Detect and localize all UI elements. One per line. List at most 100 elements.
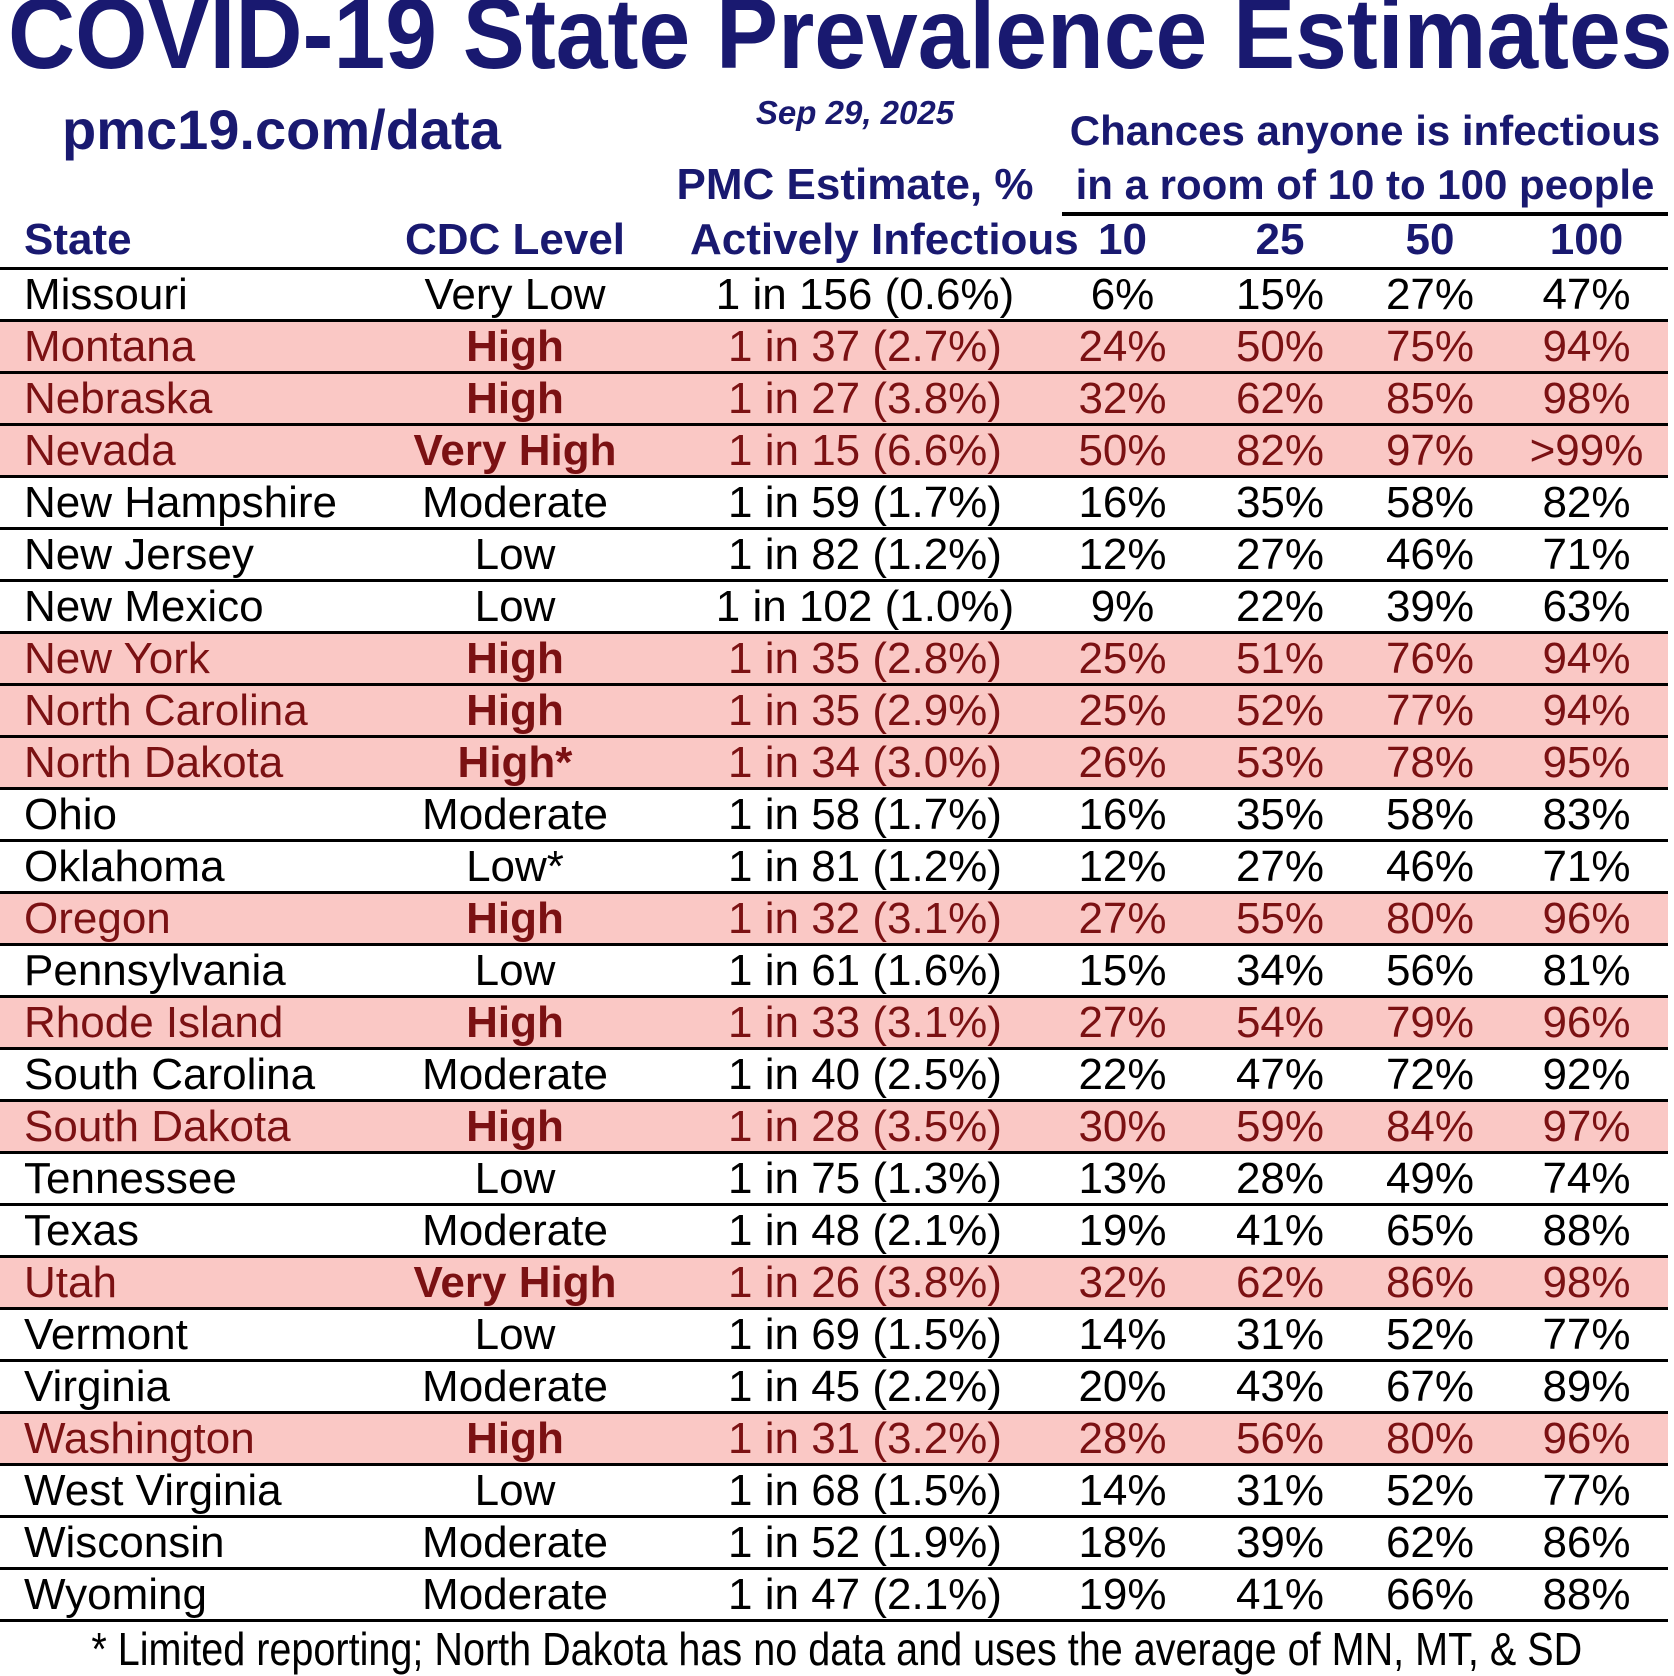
estimate-cell: 1 in 81 (1.2%) xyxy=(728,842,1002,891)
prob-room-100-cell: 71% xyxy=(1542,530,1631,579)
prob-room-25-cell: 43% xyxy=(1235,1362,1325,1411)
table-row: Tennessee Low 1 in 75 (1.3%) 13% 28% 49%… xyxy=(0,1154,1668,1206)
cdc-level-cell: Low* xyxy=(466,842,564,891)
prob-room-10-cell: 14% xyxy=(1078,1466,1167,1515)
state-cell: Rhode Island xyxy=(24,998,284,1047)
state-cell: Texas xyxy=(24,1206,139,1255)
table-row: Texas Moderate 1 in 48 (2.1%) 19% 41% 65… xyxy=(0,1206,1668,1258)
table-row: Washington High 1 in 31 (3.2%) 28% 56% 8… xyxy=(0,1414,1668,1466)
prob-room-50-cell: 58% xyxy=(1385,790,1475,839)
prob-room-100-cell: 96% xyxy=(1542,894,1631,943)
state-cell: Tennessee xyxy=(24,1154,237,1203)
footnote: * Limited reporting; North Dakota has no… xyxy=(91,1623,1583,1675)
cdc-level-cell: Very Low xyxy=(424,270,606,319)
cdc-level-cell: Moderate xyxy=(422,1206,608,1255)
prob-room-10-cell: 20% xyxy=(1078,1362,1167,1411)
cdc-level-cell: High xyxy=(466,998,564,1047)
prob-room-100-cell: 77% xyxy=(1542,1466,1631,1515)
prob-room-50-cell: 86% xyxy=(1385,1258,1475,1307)
estimate-cell: 1 in 47 (2.1%) xyxy=(728,1570,1002,1619)
cdc-level-cell: High* xyxy=(457,738,573,787)
table-row: New Mexico Low 1 in 102 (1.0%) 9% 22% 39… xyxy=(0,582,1668,634)
prob-room-10-cell: 28% xyxy=(1078,1414,1167,1463)
prob-room-25-cell: 15% xyxy=(1235,270,1325,319)
estimate-cell: 1 in 40 (2.5%) xyxy=(728,1050,1002,1099)
prob-room-50-cell: 49% xyxy=(1385,1154,1475,1203)
prob-room-100-cell: 47% xyxy=(1542,270,1631,319)
estimate-cell: 1 in 102 (1.0%) xyxy=(715,582,1015,631)
prob-room-50-cell: 76% xyxy=(1385,634,1475,683)
prob-room-10-cell: 12% xyxy=(1078,530,1167,579)
cdc-level-cell: Moderate xyxy=(422,478,608,527)
cdc-level-cell: Very High xyxy=(413,1258,617,1307)
table-row: Nebraska High 1 in 27 (3.8%) 32% 62% 85%… xyxy=(0,374,1668,426)
state-cell: Nevada xyxy=(24,426,176,475)
table-row: Pennsylvania Low 1 in 61 (1.6%) 15% 34% … xyxy=(0,946,1668,998)
cdc-level-cell: High xyxy=(466,322,564,371)
prob-room-10-cell: 50% xyxy=(1078,426,1167,475)
prob-room-25-cell: 62% xyxy=(1235,374,1325,423)
estimate-cell: 1 in 34 (3.0%) xyxy=(728,738,1002,787)
source-url: pmc19.com/data xyxy=(62,98,501,161)
state-cell: New Mexico xyxy=(24,582,264,631)
prob-room-10-cell: 12% xyxy=(1078,842,1167,891)
estimate-cell: 1 in 69 (1.5%) xyxy=(728,1310,1002,1359)
prob-room-100-cell: 83% xyxy=(1542,790,1631,839)
prob-room-50-cell: 85% xyxy=(1385,374,1475,423)
cdc-level-cell: Moderate xyxy=(422,1362,608,1411)
prob-room-100-cell: 94% xyxy=(1542,634,1631,683)
prob-room-10-cell: 27% xyxy=(1078,998,1167,1047)
estimate-cell: 1 in 82 (1.2%) xyxy=(728,530,1002,579)
state-cell: Nebraska xyxy=(24,374,213,423)
state-cell: Oregon xyxy=(24,894,171,943)
column-header-room-100: 100 xyxy=(1549,215,1624,264)
prob-room-25-cell: 51% xyxy=(1235,634,1325,683)
column-header-room-25: 25 xyxy=(1255,215,1305,264)
table-row: Oklahoma Low* 1 in 81 (1.2%) 12% 27% 46%… xyxy=(0,842,1668,894)
prob-room-25-cell: 35% xyxy=(1235,790,1325,839)
state-cell: Washington xyxy=(24,1414,255,1463)
prob-room-100-cell: 94% xyxy=(1542,686,1631,735)
cdc-level-cell: High xyxy=(466,1102,564,1151)
prob-room-25-cell: 39% xyxy=(1235,1518,1325,1567)
prob-room-25-cell: 41% xyxy=(1235,1570,1325,1619)
cdc-level-cell: High xyxy=(466,634,564,683)
table-row: Vermont Low 1 in 69 (1.5%) 14% 31% 52% 7… xyxy=(0,1310,1668,1362)
prob-room-100-cell: 71% xyxy=(1542,842,1631,891)
prob-room-10-cell: 32% xyxy=(1078,374,1167,423)
prob-room-10-cell: 26% xyxy=(1078,738,1167,787)
state-cell: New York xyxy=(24,634,210,683)
room-chances-header: Chances anyone is infectious in a room o… xyxy=(1062,104,1668,216)
table-row: Ohio Moderate 1 in 58 (1.7%) 16% 35% 58%… xyxy=(0,790,1668,842)
prob-room-50-cell: 77% xyxy=(1385,686,1475,735)
prob-room-10-cell: 16% xyxy=(1078,478,1167,527)
column-header-room-50: 50 xyxy=(1405,215,1455,264)
pmc-estimate-header: PMC Estimate, % xyxy=(676,160,1034,209)
prob-room-10-cell: 6% xyxy=(1090,270,1155,319)
state-cell: Wyoming xyxy=(24,1570,207,1619)
prob-room-100-cell: 81% xyxy=(1542,946,1631,995)
prob-room-50-cell: 39% xyxy=(1385,582,1475,631)
prob-room-100-cell: 94% xyxy=(1542,322,1631,371)
estimate-cell: 1 in 68 (1.5%) xyxy=(728,1466,1002,1515)
cdc-level-cell: Low xyxy=(474,946,556,995)
prob-room-50-cell: 72% xyxy=(1385,1050,1475,1099)
state-cell: New Jersey xyxy=(24,530,254,579)
prob-room-25-cell: 54% xyxy=(1235,998,1325,1047)
state-cell: North Carolina xyxy=(24,686,308,735)
prob-room-50-cell: 62% xyxy=(1385,1518,1475,1567)
prob-room-100-cell: 88% xyxy=(1542,1570,1631,1619)
prob-room-50-cell: 97% xyxy=(1385,426,1475,475)
table-row: West Virginia Low 1 in 68 (1.5%) 14% 31%… xyxy=(0,1466,1668,1518)
prob-room-25-cell: 28% xyxy=(1235,1154,1325,1203)
prob-room-10-cell: 9% xyxy=(1090,582,1155,631)
column-header-room-10: 10 xyxy=(1098,215,1147,264)
prob-room-50-cell: 46% xyxy=(1385,530,1475,579)
prob-room-50-cell: 65% xyxy=(1385,1206,1475,1255)
prob-room-50-cell: 46% xyxy=(1385,842,1475,891)
cdc-level-cell: Low xyxy=(474,582,556,631)
prob-room-50-cell: 52% xyxy=(1385,1310,1475,1359)
page-title: COVID-19 State Prevalence Estimates xyxy=(8,0,1673,90)
cdc-level-cell: Low xyxy=(474,1310,556,1359)
state-cell: Oklahoma xyxy=(24,842,225,891)
